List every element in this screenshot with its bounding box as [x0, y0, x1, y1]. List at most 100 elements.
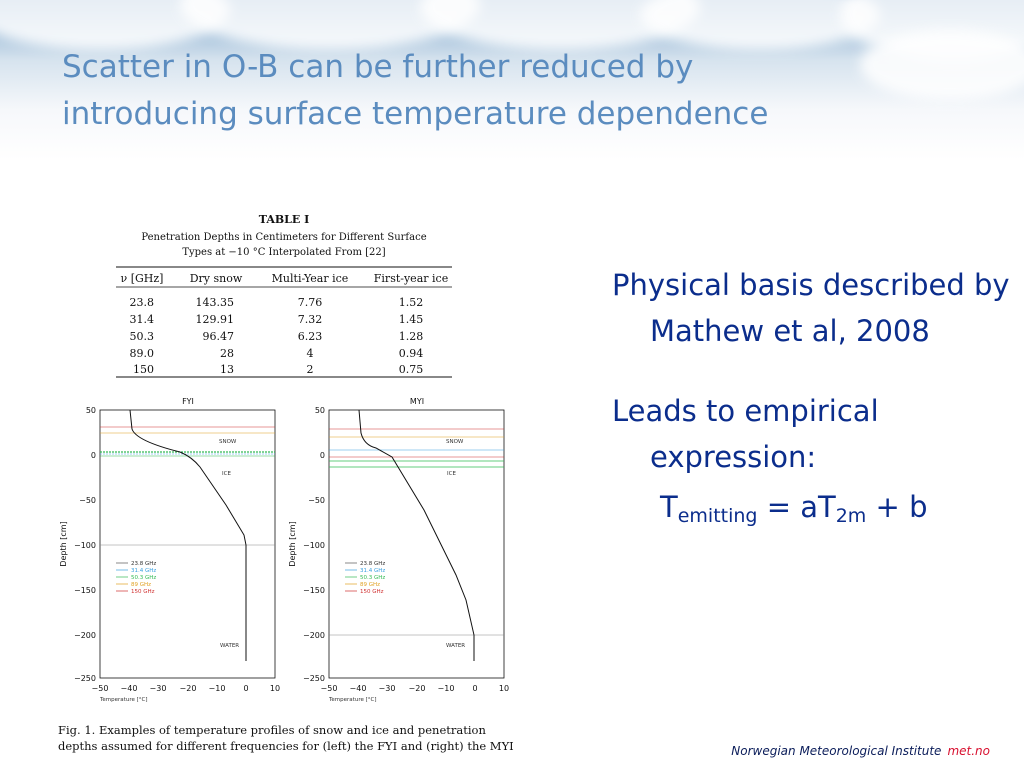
table-header-row: ν [GHz] Dry snow Multi-Year ice First-ye…: [121, 272, 449, 285]
y-tick: −50: [308, 496, 325, 505]
bullet-list: Physical basis described by Mathew et al…: [612, 262, 1012, 539]
x-tick: −30: [379, 684, 396, 693]
table-cell: 129.91: [196, 313, 235, 326]
table-cell: 13: [220, 363, 234, 376]
x-tick: 10: [270, 684, 280, 693]
table-row: 150 13 2 0.75: [133, 363, 423, 376]
legend-item: 89 GHz: [360, 582, 380, 588]
emitting-temperature-formula: Temitting = aT2m + b: [660, 484, 1012, 539]
water-label: WATER: [446, 643, 465, 649]
table-cell: 7.32: [298, 313, 323, 326]
table-header-cell: Multi-Year ice: [272, 272, 349, 285]
table-header-cell: ν [GHz]: [121, 272, 164, 285]
x-tick: −40: [121, 684, 138, 693]
figure-image: TABLE I Penetration Depths in Centimeter…: [58, 213, 514, 753]
y-tick: −250: [74, 674, 96, 683]
table-cell: 23.8: [130, 296, 155, 309]
table-cell: 1.45: [399, 313, 424, 326]
table-cell: 28: [220, 347, 234, 360]
x-tick: 0: [243, 684, 248, 693]
myi-legend: 23.8 GHz 31.4 GHz 50.3 GHz 89 GHz 150 GH…: [345, 561, 385, 595]
table-header-cell: Dry snow: [190, 272, 243, 285]
table-cell: 0.94: [399, 347, 424, 360]
table-cell: 0.75: [399, 363, 424, 376]
fyi-legend: 23.8 GHz 31.4 GHz 50.3 GHz 89 GHz 150 GH…: [116, 561, 156, 595]
x-tick: −50: [92, 684, 109, 693]
formula-equals-at: = aT: [757, 490, 836, 524]
myi-profile-plot: MYI SNOW ICE WATER 23.8 GHz 31.4 GHz 50.…: [288, 397, 509, 703]
penetration-depth-table: TABLE I Penetration Depths in Centimeter…: [116, 213, 452, 378]
table-cell: 89.0: [130, 347, 155, 360]
x-tick: −40: [350, 684, 367, 693]
footer: Norwegian Meteorological Institute met.no: [731, 744, 990, 758]
slide-title: Scatter in O-B can be further reduced by…: [62, 49, 769, 132]
table-header-cell: First-year ice: [374, 272, 448, 285]
formula-tail: + b: [866, 490, 928, 524]
y-tick: 0: [320, 451, 325, 460]
footer-institute: Norwegian Meteorological Institute: [731, 744, 942, 758]
formula-sub-2m: 2m: [835, 505, 867, 527]
y-tick: −150: [74, 586, 96, 595]
table-row: 89.0 28 4 0.94: [130, 347, 424, 360]
water-label: WATER: [220, 643, 239, 649]
table-cell: 143.35: [196, 296, 235, 309]
x-tick: −20: [409, 684, 426, 693]
legend-item: 89 GHz: [131, 582, 151, 588]
table-title: TABLE I: [259, 213, 310, 226]
y-tick: −200: [74, 631, 96, 640]
x-tick: 0: [472, 684, 477, 693]
table-row: 50.3 96.47 6.23 1.28: [130, 330, 424, 343]
x-axis-label: Temperature [°C]: [328, 697, 376, 703]
y-tick: −100: [303, 541, 325, 550]
y-tick: −100: [74, 541, 96, 550]
formula-sub-emitting: emitting: [677, 505, 758, 527]
ice-label: ICE: [222, 471, 231, 477]
x-tick: −10: [438, 684, 455, 693]
table-caption-line1: Penetration Depths in Centimeters for Di…: [141, 232, 426, 243]
legend-item: 50.3 GHz: [360, 575, 385, 581]
table-cell: 50.3: [130, 330, 155, 343]
bullet-empirical-expression: Leads to empirical expression:: [612, 394, 879, 474]
table-cell: 1.28: [399, 330, 424, 343]
table-cell: 31.4: [130, 313, 155, 326]
figure-caption-line2: depths assumed for different frequencies…: [58, 739, 514, 753]
table-cell: 150: [133, 363, 154, 376]
legend-item: 50.3 GHz: [131, 575, 156, 581]
y-tick: 50: [315, 406, 325, 415]
y-axis-label: Depth [cm]: [288, 521, 297, 566]
y-tick: −250: [303, 674, 325, 683]
x-tick: −10: [209, 684, 226, 693]
x-tick: 10: [499, 684, 509, 693]
figure-caption-line1: Fig. 1. Examples of temperature profiles…: [58, 723, 486, 737]
bullet-physical-basis: Physical basis described by Mathew et al…: [612, 268, 1010, 348]
snow-label: SNOW: [219, 439, 237, 445]
table-row: 23.8 143.35 7.76 1.52: [130, 296, 424, 309]
table-cell: 96.47: [203, 330, 235, 343]
legend-item: 23.8 GHz: [131, 561, 156, 567]
myi-plot-title: MYI: [410, 397, 424, 406]
y-tick: −150: [303, 586, 325, 595]
legend-item: 31.4 GHz: [360, 568, 385, 574]
table-cell: 4: [307, 347, 314, 360]
legend-item: 31.4 GHz: [131, 568, 156, 574]
sky-header-background: [0, 0, 1024, 200]
y-tick: −50: [79, 496, 96, 505]
fyi-profile-plot: FYI SNOW ICE WATER 23.8 GHz 31.4 GHz 50.…: [59, 397, 280, 703]
table-cell: 7.76: [298, 296, 323, 309]
table-cell: 1.52: [399, 296, 424, 309]
x-tick: −20: [180, 684, 197, 693]
x-axis-label: Temperature [°C]: [99, 697, 147, 703]
ice-label: ICE: [447, 471, 456, 477]
y-tick: 50: [86, 406, 96, 415]
legend-item: 23.8 GHz: [360, 561, 385, 567]
formula-t: T: [660, 490, 678, 524]
y-tick: −200: [303, 631, 325, 640]
table-caption-line2: Types at −10 °C Interpolated From [22]: [182, 247, 385, 258]
snow-label: SNOW: [446, 439, 464, 445]
y-axis-label: Depth [cm]: [59, 521, 68, 566]
legend-item: 150 GHz: [360, 589, 384, 595]
legend-item: 150 GHz: [131, 589, 155, 595]
table-cell: 6.23: [298, 330, 323, 343]
fyi-plot-title: FYI: [182, 397, 194, 406]
footer-brand-logo: met.no: [947, 744, 990, 758]
